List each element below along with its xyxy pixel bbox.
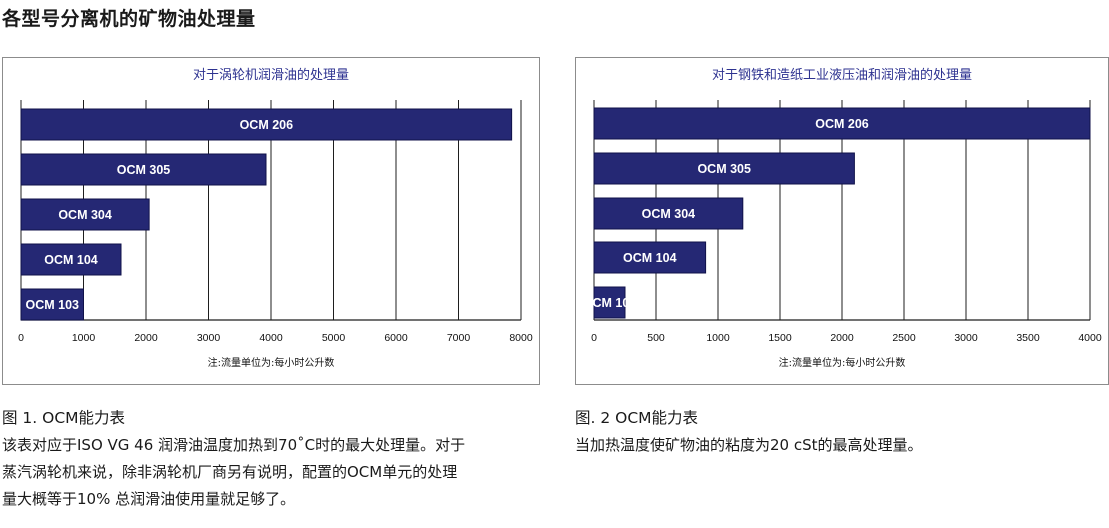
chart-panel-industrial-oil: 对于钢铁和造纸工业液压油和润滑油的处理量 0 500 1000 1500 2000 2500…: [575, 57, 1109, 385]
chart-turbine-oil: 对于涡轮机润滑油的处理量 0 1000 2000 3000 4000 5000 6000 700…: [18, 67, 533, 369]
x-tick-label: 6000: [384, 332, 408, 344]
bar-label: OCM 206: [240, 118, 294, 132]
x-tick-label: 500: [647, 332, 665, 344]
x-tick-label: 7000: [447, 332, 471, 344]
bar-label: OCM 206: [815, 117, 869, 131]
x-tick-label: 3000: [954, 332, 978, 344]
chart-note: 注:流量单位为:每小时公升数: [779, 356, 906, 369]
caption-figure-1-line: 该表对应于ISO VG 46 润滑油温度加热到70˚C时的最大处理量。对于: [2, 436, 466, 454]
caption-figure-2-line: 当加热温度使矿物油的粘度为20 cSt的最高处理量。: [575, 436, 923, 454]
x-tick-label: 2000: [134, 332, 158, 344]
chart-title: 对于涡轮机润滑油的处理量: [193, 67, 349, 83]
x-tick-label: 0: [18, 332, 24, 344]
x-tick-label: 1000: [72, 332, 96, 344]
bar-label: OCM 304: [642, 207, 696, 221]
x-tick-label: 1500: [768, 332, 792, 344]
bar-label: OCM 304: [58, 208, 112, 222]
caption-figure-1-line: 量大概等于10% 总润滑油使用量就足够了。: [2, 490, 296, 508]
chart-title: 对于钢铁和造纸工业液压油和润滑油的处理量: [712, 67, 972, 83]
x-tick-label: 3000: [197, 332, 221, 344]
x-tick-label: 1000: [706, 332, 730, 344]
bar-label: OCM 103: [583, 296, 637, 310]
x-tick-label: 4000: [1078, 332, 1102, 344]
bar-label: OCM 104: [44, 253, 98, 267]
bar-label: OCM 104: [623, 251, 677, 265]
x-tick-label: 2500: [892, 332, 916, 344]
caption-figure-2: 图. 2 OCM能力表 当加热温度使矿物油的粘度为20 cSt的最高处理量。: [575, 405, 1095, 459]
page-title: 各型号分离机的矿物油处理量: [2, 8, 256, 30]
bar-ocm-305: [593, 152, 855, 185]
bar-ocm-103: [593, 286, 626, 319]
chart-industrial-oil: 对于钢铁和造纸工业液压油和润滑油的处理量 0 500 1000 1500 2000 2500…: [583, 67, 1102, 369]
x-tick-label: 4000: [259, 332, 283, 344]
bar-ocm-305: [20, 153, 267, 186]
chart-note: 注:流量单位为:每小时公升数: [208, 356, 335, 369]
x-tick-label: 8000: [509, 332, 533, 344]
x-tick-label: 5000: [322, 332, 346, 344]
bar-ocm-304: [593, 197, 744, 230]
bar-ocm-206: [593, 107, 1091, 140]
x-tick-label: 3500: [1016, 332, 1040, 344]
bar-label: OCM 103: [26, 298, 80, 312]
bar-ocm-206: [20, 108, 513, 141]
bar-label: OCM 305: [697, 162, 751, 176]
bar-ocm-304: [20, 198, 150, 231]
bar-ocm-104: [593, 241, 707, 274]
caption-figure-2-label: 图. 2 OCM能力表: [575, 409, 699, 427]
bar-ocm-104: [20, 243, 122, 276]
x-tick-label: 0: [591, 332, 597, 344]
x-tick-label: 2000: [830, 332, 854, 344]
caption-figure-1-label: 图 1. OCM能力表: [2, 409, 126, 427]
caption-figure-1-line: 蒸汽涡轮机来说，除非涡轮机厂商另有说明，配置的OCM单元的处理: [2, 463, 458, 481]
chart-panel-turbine-oil: 对于涡轮机润滑油的处理量 0 1000 2000 3000 4000 5000 6000 700…: [2, 57, 540, 385]
caption-figure-1: 图 1. OCM能力表 该表对应于ISO VG 46 润滑油温度加热到70˚C时…: [2, 405, 562, 513]
bar-label: OCM 305: [117, 163, 171, 177]
bar-ocm-103: [20, 288, 84, 321]
